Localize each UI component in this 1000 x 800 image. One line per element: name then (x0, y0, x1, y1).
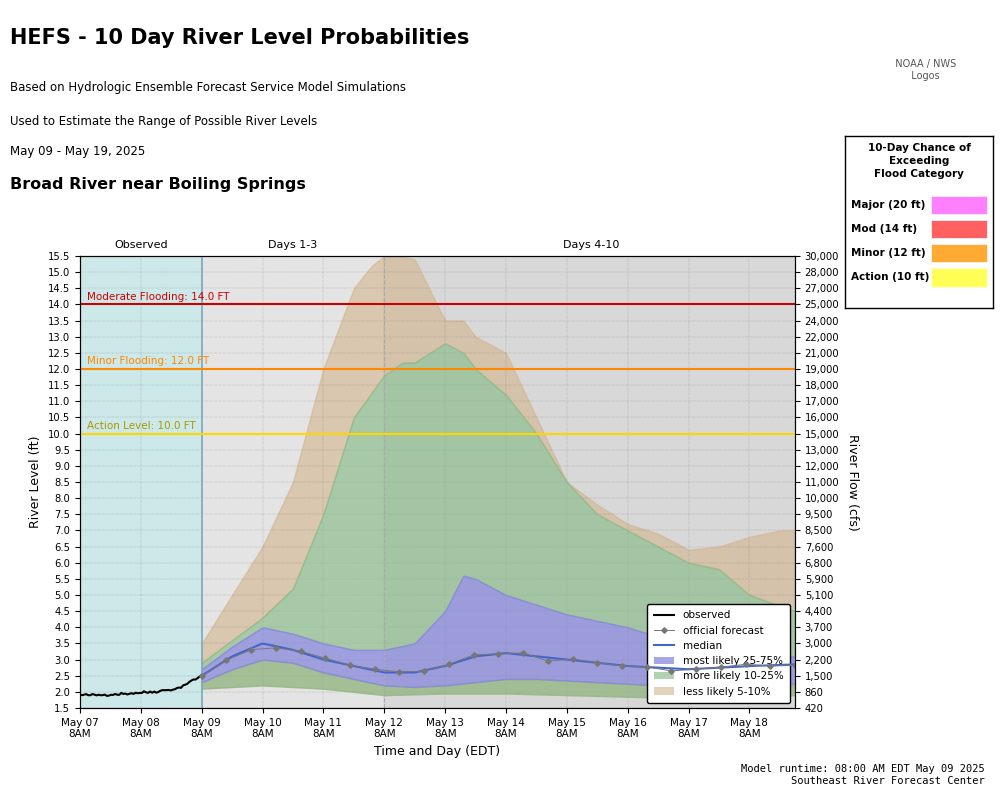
Text: Days 1-3: Days 1-3 (268, 240, 318, 250)
Text: HEFS - 10 Day River Level Probabilities: HEFS - 10 Day River Level Probabilities (10, 28, 470, 48)
Text: Observed: Observed (114, 240, 168, 250)
Text: Based on Hydrologic Ensemble Forecast Service Model Simulations: Based on Hydrologic Ensemble Forecast Se… (10, 82, 406, 94)
Text: Major (20 ft): Major (20 ft) (851, 200, 925, 210)
Bar (80, 256, 202, 708)
Text: Minor (12 ft): Minor (12 ft) (851, 248, 926, 258)
Text: Mod (14 ft): Mod (14 ft) (851, 224, 917, 234)
Text: Minor Flooding: 12.0 FT: Minor Flooding: 12.0 FT (87, 357, 209, 366)
Text: Days 4-10: Days 4-10 (563, 240, 619, 250)
Text: Action (10 ft): Action (10 ft) (851, 272, 929, 282)
Text: NOAA / NWS
  Logos: NOAA / NWS Logos (889, 59, 956, 81)
Text: Used to Estimate the Range of Possible River Levels: Used to Estimate the Range of Possible R… (10, 114, 317, 128)
FancyBboxPatch shape (931, 269, 987, 286)
Text: Moderate Flooding: 14.0 FT: Moderate Flooding: 14.0 FT (87, 292, 230, 302)
Text: 10-Day Chance of
Exceeding
Flood Category: 10-Day Chance of Exceeding Flood Categor… (868, 143, 970, 179)
Text: May 09 - May 19, 2025: May 09 - May 19, 2025 (10, 146, 145, 158)
Text: Broad River near Boiling Springs: Broad River near Boiling Springs (10, 178, 306, 192)
Y-axis label: River Flow (cfs): River Flow (cfs) (846, 434, 859, 530)
Text: Model runtime: 08:00 AM EDT May 09 2025
Southeast River Forecast Center: Model runtime: 08:00 AM EDT May 09 2025 … (741, 764, 985, 786)
X-axis label: Time and Day (EDT): Time and Day (EDT) (374, 745, 501, 758)
Text: 7%: 7% (950, 224, 968, 234)
Text: 22%: 22% (946, 272, 971, 282)
FancyBboxPatch shape (931, 196, 987, 214)
Text: < 5%: < 5% (944, 200, 974, 210)
Y-axis label: River Level (ft): River Level (ft) (29, 436, 42, 528)
FancyBboxPatch shape (931, 244, 987, 262)
Legend: observed, official forecast, median, most likely 25-75%, more likely 10-25%, les: observed, official forecast, median, mos… (647, 604, 790, 702)
Bar (384, 256, 795, 708)
Bar (202, 256, 384, 708)
FancyBboxPatch shape (931, 220, 987, 238)
Text: 11%: 11% (946, 248, 971, 258)
Text: Action Level: 10.0 FT: Action Level: 10.0 FT (87, 421, 196, 431)
